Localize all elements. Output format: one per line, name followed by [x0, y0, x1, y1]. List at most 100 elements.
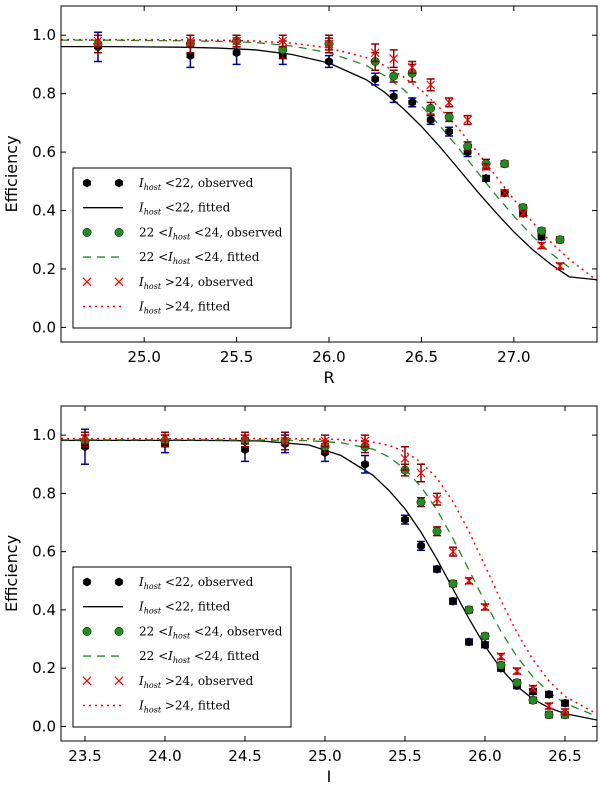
legend-marker: [114, 626, 124, 636]
legend-label-5: Ihost >24, fitted: [138, 699, 231, 715]
legend-entry: 22 <Ihost <24, fitted: [83, 649, 260, 665]
y-tick-label: 0.6: [32, 143, 56, 161]
data-point: [186, 51, 195, 61]
data-point: [518, 209, 528, 218]
legend-entry: Ihost >24, fitted: [83, 300, 231, 316]
data-point: [464, 605, 474, 615]
data-point: [500, 159, 510, 169]
data-point: [512, 666, 522, 676]
legend: Ihost <22, observed Ihost <22, fitted 22 <…: [72, 167, 292, 329]
data-point: [401, 515, 409, 525]
legend-label-4: Ihost >24, observed: [138, 674, 254, 690]
y-tick-label: 1.0: [32, 26, 56, 44]
data-point: [463, 115, 473, 125]
data-point: [545, 689, 553, 699]
data-point: [444, 112, 454, 122]
legend-entry: Ihost <22, fitted: [83, 600, 231, 616]
legend-entry: Ihost >24, observed: [82, 275, 254, 291]
y-tick-label: 0.0: [32, 318, 56, 336]
data-point: [512, 678, 522, 688]
x-tick-label: 26.5: [548, 747, 581, 765]
data-point: [320, 436, 330, 446]
legend-entry: 22 <Ihost <24, fitted: [83, 250, 260, 266]
data-point: [448, 547, 458, 557]
data-point: [278, 36, 288, 46]
legend-marker: [114, 277, 124, 287]
x-tick-label: 26.0: [312, 348, 345, 366]
data-point: [500, 188, 510, 198]
data-point: [407, 62, 417, 72]
data-point: [389, 54, 399, 64]
y-tick-label: 0.4: [32, 601, 56, 619]
y-tick-label: 0.8: [32, 85, 56, 103]
data-point: [561, 698, 569, 708]
series-layer: [61, 31, 597, 282]
data-point: [481, 162, 491, 172]
x-tick-label: 24.5: [228, 747, 261, 765]
data-point: [528, 695, 538, 705]
data-point: [240, 433, 250, 443]
data-point: [433, 564, 441, 574]
x-tick-label: 25.0: [127, 348, 160, 366]
series-layer: [61, 428, 597, 721]
data-point: [93, 36, 103, 46]
legend-box: [72, 167, 292, 329]
data-point: [560, 707, 570, 717]
legend-marker: [114, 676, 124, 686]
data-point: [426, 115, 435, 125]
data-point: [389, 71, 399, 81]
legend-label-3: 22 <Ihost <24, fitted: [139, 649, 260, 665]
data-point: [241, 445, 249, 455]
legend-marker: [82, 227, 92, 237]
data-point: [463, 141, 473, 151]
y-tick-label: 0.2: [32, 659, 56, 677]
legend-label-5: Ihost >24, fitted: [138, 300, 231, 316]
data-point: [325, 57, 333, 66]
legend-marker: [82, 626, 92, 636]
data-point: [464, 576, 474, 586]
legend-entry: Ihost >24, observed: [82, 674, 254, 690]
x-tick-label: 26.5: [405, 348, 438, 366]
top-chart-panel: 25.0 25.5 26.0 26.5 27.0 0.0 0.2 0.4 0.6 0.8 1.0 R E…: [2, 5, 598, 387]
data-point: [80, 433, 90, 443]
legend-label-0: Ihost <22, observed: [138, 575, 254, 591]
data-point: [480, 631, 490, 641]
data-point: [445, 127, 454, 137]
data-point: [480, 602, 490, 612]
data-point: [481, 640, 489, 650]
bottom-chart-panel: 23.5 24.0 24.5 25.0 25.5 26.0 26.5 0.0 0.2 0.4 0.6…: [2, 405, 598, 786]
data-point: [416, 497, 426, 507]
data-point: [432, 494, 442, 504]
x-tick-label: 25.0: [308, 747, 341, 765]
data-point: [496, 652, 506, 661]
data-point: [371, 74, 380, 84]
y-tick-label: 1.0: [32, 426, 56, 444]
legend-entry: Ihost >24, fitted: [83, 699, 231, 715]
legend-entry: Ihost <22, observed: [83, 575, 254, 591]
data-point: [361, 459, 369, 469]
data-point: [449, 596, 457, 606]
data-point: [544, 710, 554, 720]
data-point: [185, 36, 195, 46]
legend-entry: 22 <Ihost <24, observed: [82, 624, 283, 640]
data-point: [408, 97, 417, 107]
data-point: [544, 701, 554, 711]
data-point: [416, 468, 426, 478]
data-point: [448, 579, 458, 589]
legend-label-2: 22 <Ihost <24, observed: [139, 225, 283, 241]
y-axis-label: Efficiency: [2, 135, 21, 212]
data-point: [465, 637, 473, 647]
legend-entry: Ihost <22, fitted: [83, 201, 231, 217]
data-point: [389, 92, 398, 102]
x-tick-label: 25.5: [388, 747, 421, 765]
series-line-5: [61, 38, 597, 282]
data-point: [555, 261, 565, 271]
legend-label-4: Ihost >24, observed: [138, 275, 254, 291]
data-point: [417, 541, 425, 551]
y-tick-label: 0.2: [32, 260, 56, 278]
data-point: [280, 436, 290, 446]
legend-label-1: Ihost <22, fitted: [138, 201, 231, 217]
legend-label-3: 22 <Ihost <24, fitted: [139, 250, 260, 266]
data-point: [232, 36, 242, 46]
